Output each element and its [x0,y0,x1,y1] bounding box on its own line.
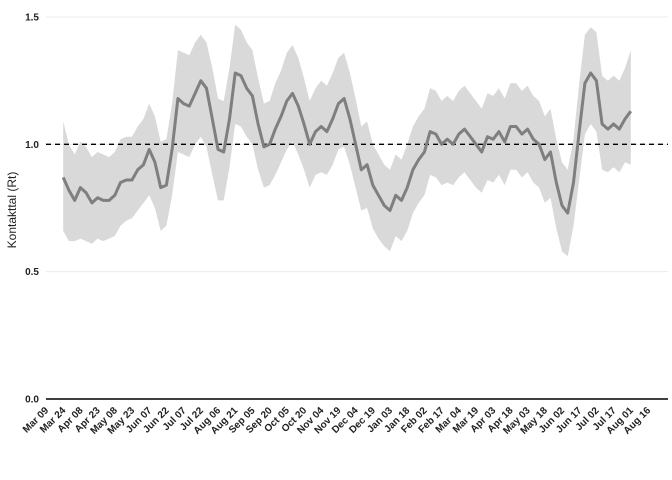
y-axis-title: Kontakttal (Rt) [5,172,19,249]
confidence-ribbon [63,24,631,257]
y-tick-label: 1.5 [25,13,39,24]
y-tick-label: 0.5 [25,267,39,278]
y-tick-labels: 0.0 0.5 1.0 1.5 [25,13,39,406]
y-tick-label: 0.0 [25,395,39,406]
rt-line [61,71,633,215]
series-line-layer [61,71,633,215]
y-tick-label: 1.0 [25,140,39,151]
confidence-band [63,24,631,257]
